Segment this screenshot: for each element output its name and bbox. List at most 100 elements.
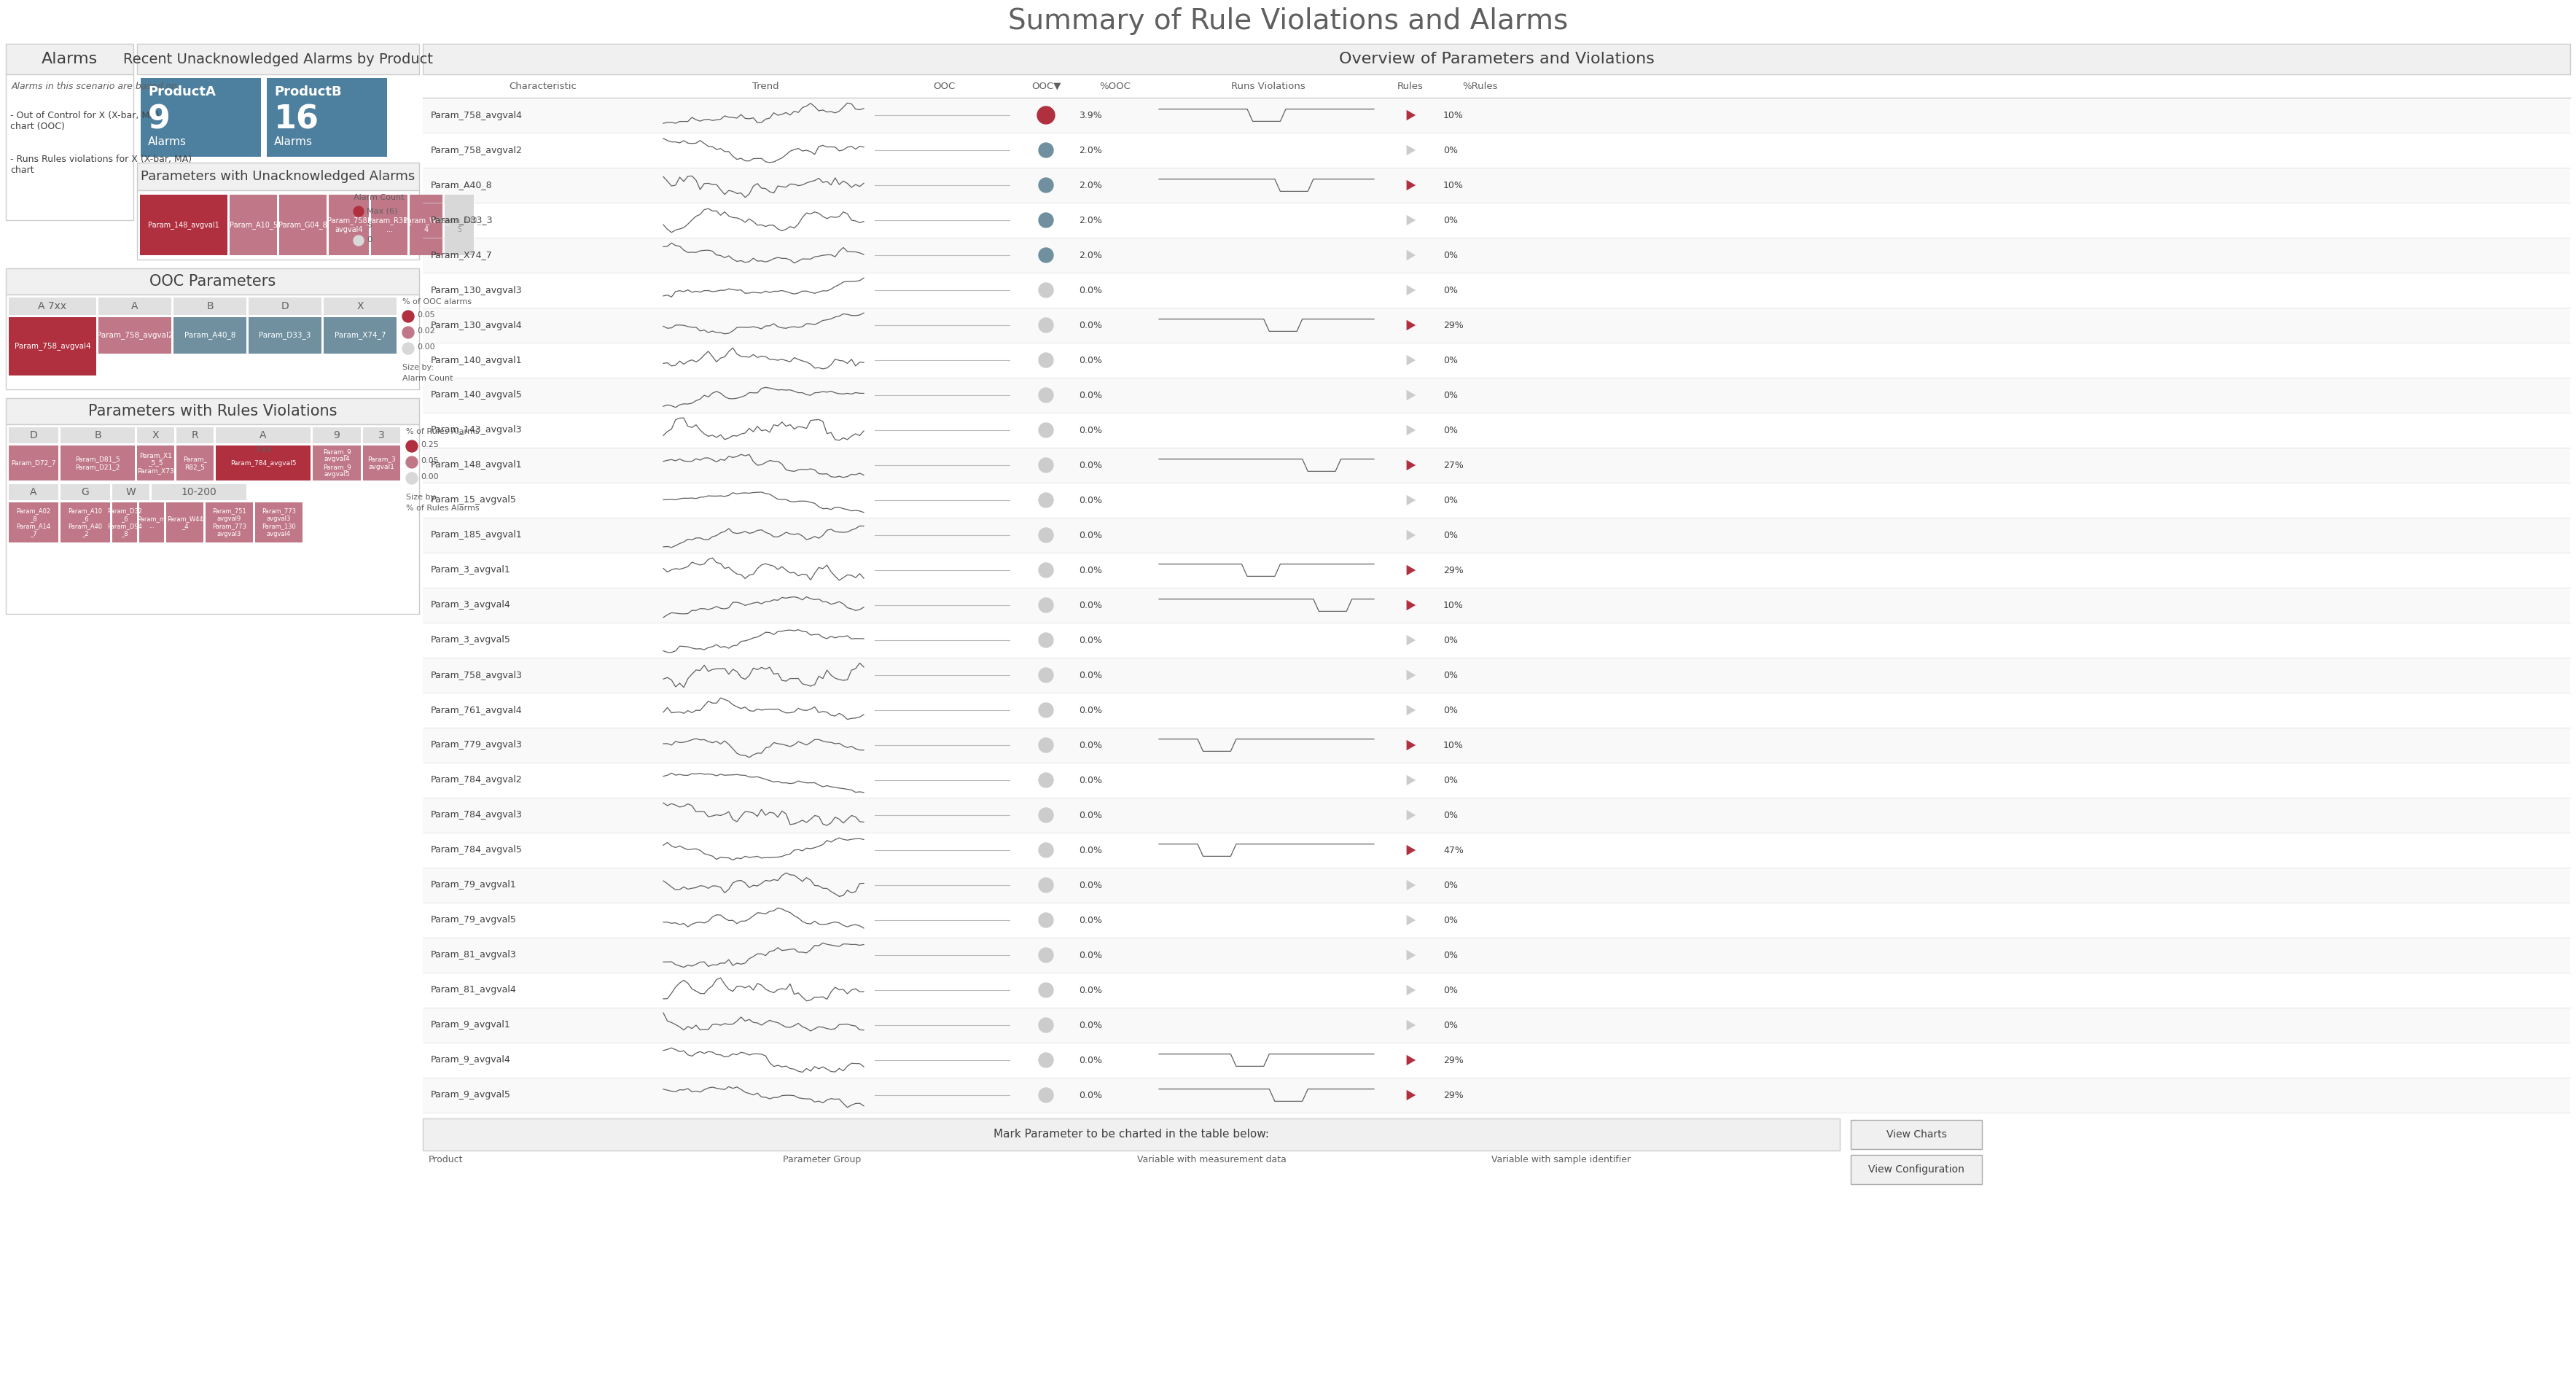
- Text: 0.00: 0.00: [420, 474, 438, 481]
- Text: ProductB: ProductB: [273, 85, 343, 98]
- Bar: [422, 623, 2571, 658]
- Circle shape: [1038, 633, 1054, 647]
- Text: % of OOC alarms: % of OOC alarms: [402, 298, 471, 306]
- Text: 3: 3: [379, 430, 384, 440]
- Bar: [422, 902, 2571, 937]
- Text: Size by:: Size by:: [402, 363, 433, 372]
- Bar: [8, 317, 95, 376]
- Polygon shape: [1406, 915, 1417, 925]
- Bar: [422, 518, 2571, 553]
- Circle shape: [1038, 598, 1054, 612]
- Bar: [5, 425, 420, 613]
- Text: 0%: 0%: [1443, 636, 1458, 645]
- Bar: [330, 194, 368, 256]
- Text: Param_185_avgval1: Param_185_avgval1: [430, 531, 523, 539]
- Text: 2.0%: 2.0%: [1079, 215, 1103, 225]
- Text: 0%: 0%: [1443, 671, 1458, 680]
- Text: 0.0%: 0.0%: [1079, 845, 1103, 855]
- Bar: [137, 162, 420, 190]
- Text: R: R: [191, 430, 198, 440]
- Text: Param_X74_7: Param_X74_7: [335, 331, 386, 339]
- Text: Param_758_
avgval4: Param_758_ avgval4: [327, 217, 371, 233]
- Text: Param_3_avgval1: Param_3_avgval1: [430, 566, 510, 576]
- Polygon shape: [1406, 1055, 1417, 1066]
- Text: 0%: 0%: [1443, 705, 1458, 715]
- Bar: [175, 446, 214, 481]
- Text: OOC Parameters: OOC Parameters: [149, 274, 276, 289]
- Bar: [422, 1119, 1839, 1151]
- Text: A 7xx: A 7xx: [39, 302, 67, 312]
- Polygon shape: [1406, 599, 1417, 610]
- Polygon shape: [1406, 529, 1417, 541]
- Text: Max (6): Max (6): [366, 207, 397, 214]
- Text: 0%: 0%: [1443, 355, 1458, 365]
- Text: 0.0%: 0.0%: [1079, 285, 1103, 295]
- Bar: [139, 194, 227, 256]
- Text: Size by:: Size by:: [407, 493, 438, 502]
- Bar: [422, 168, 2571, 203]
- Text: 0.0%: 0.0%: [1079, 950, 1103, 960]
- Text: 0.0%: 0.0%: [1079, 985, 1103, 995]
- Circle shape: [353, 221, 363, 231]
- Text: Param_15_avgval5: Param_15_avgval5: [430, 496, 518, 504]
- Text: 5: 5: [366, 222, 371, 229]
- Bar: [5, 268, 420, 295]
- Circle shape: [1038, 1088, 1054, 1102]
- Bar: [152, 485, 247, 500]
- Text: %OOC: %OOC: [1100, 81, 1131, 91]
- Polygon shape: [1406, 390, 1417, 401]
- Text: Param_3
avgval1: Param_3 avgval1: [368, 455, 397, 469]
- Text: Param_148_avgval1: Param_148_avgval1: [430, 461, 523, 469]
- Circle shape: [407, 472, 417, 485]
- Bar: [98, 317, 170, 353]
- Text: Param_
R82_5: Param_ R82_5: [183, 455, 206, 469]
- Text: Param_9_avgval1: Param_9_avgval1: [430, 1020, 510, 1030]
- Text: Rules: Rules: [1396, 81, 1425, 91]
- Bar: [312, 427, 361, 443]
- Bar: [422, 1007, 2571, 1042]
- Polygon shape: [1406, 810, 1417, 820]
- Text: 2.0%: 2.0%: [1079, 250, 1103, 260]
- Circle shape: [407, 457, 417, 468]
- Text: Param_W44_
4: Param_W44_ 4: [404, 217, 448, 233]
- Bar: [142, 78, 260, 156]
- Text: Param_X1
_5_5
Param_X73: Param_X1 _5_5 Param_X73: [137, 453, 175, 474]
- Circle shape: [1038, 423, 1054, 437]
- Text: 0%: 0%: [1443, 145, 1458, 155]
- Text: 2.0%: 2.0%: [1079, 180, 1103, 190]
- Bar: [363, 446, 399, 481]
- Bar: [173, 298, 247, 314]
- Circle shape: [1038, 106, 1054, 124]
- Bar: [137, 446, 175, 481]
- Text: 3.9%: 3.9%: [1079, 110, 1103, 120]
- Bar: [422, 763, 2571, 798]
- Text: D: D: [28, 430, 39, 440]
- Bar: [422, 98, 2571, 133]
- Bar: [422, 43, 2571, 74]
- Text: Param_9
avgval4
Param_9
avgval5: Param_9 avgval4 Param_9 avgval5: [322, 448, 350, 478]
- Text: Alarm Count: Alarm Count: [402, 374, 453, 381]
- Circle shape: [1038, 142, 1054, 158]
- Text: 0%: 0%: [1443, 285, 1458, 295]
- Text: Parameters with Rules Violations: Parameters with Rules Violations: [88, 404, 337, 419]
- Text: Param_D72_7: Param_D72_7: [10, 460, 57, 467]
- Text: Param_9_avgval5: Param_9_avgval5: [430, 1091, 510, 1099]
- Circle shape: [402, 310, 415, 323]
- Circle shape: [1038, 212, 1054, 228]
- Bar: [167, 503, 204, 542]
- Bar: [325, 317, 397, 353]
- Text: 0.0%: 0.0%: [1079, 671, 1103, 680]
- Text: Param_A40_
5: Param_A40_ 5: [438, 217, 482, 233]
- Bar: [173, 317, 247, 353]
- Bar: [8, 427, 59, 443]
- Text: Summary of Rule Violations and Alarms: Summary of Rule Violations and Alarms: [1007, 7, 1569, 35]
- Circle shape: [1038, 807, 1054, 823]
- Text: X: X: [355, 302, 363, 312]
- Bar: [422, 272, 2571, 307]
- Text: 47%: 47%: [1443, 845, 1463, 855]
- Text: 0: 0: [366, 236, 371, 243]
- Text: Overview of Parameters and Violations: Overview of Parameters and Violations: [1340, 52, 1654, 66]
- Text: Param_A02
_8
Param_A14
_7: Param_A02 _8 Param_A14 _7: [15, 507, 52, 536]
- Text: 0%: 0%: [1443, 390, 1458, 400]
- Text: Characteristic: Characteristic: [510, 81, 577, 91]
